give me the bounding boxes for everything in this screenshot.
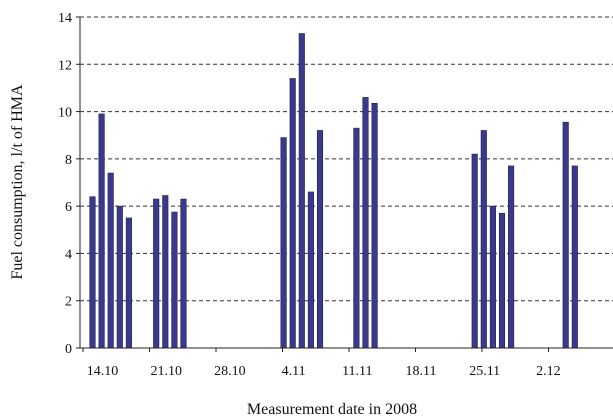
bar-3 [116, 205, 123, 349]
bar-22 [562, 121, 569, 349]
y-tick-label-5: 10 [58, 106, 72, 121]
y-tick-label-0: 0 [65, 342, 72, 357]
bar-12 [307, 191, 314, 349]
bar-19 [489, 205, 496, 349]
y-tick-label-6: 12 [58, 58, 72, 73]
bar-15 [362, 97, 369, 349]
y-tick-label-7: 14 [58, 11, 72, 26]
bar-4 [125, 217, 132, 349]
bar-16 [371, 102, 378, 349]
bar-23 [571, 165, 578, 349]
bar-7 [171, 211, 178, 349]
bar-9 [280, 137, 287, 349]
bar-21 [508, 165, 515, 349]
x-tick-label-2: 28.10 [214, 364, 246, 379]
bar-13 [316, 130, 324, 349]
x-axis-title: Measurement date in 2008 [247, 401, 417, 418]
y-tick-label-3: 6 [65, 200, 72, 215]
gridlines [80, 16, 613, 302]
x-tick-label-6: 25.11 [469, 364, 500, 379]
y-tick-labels: 0 2 4 6 8 10 12 14 [58, 11, 72, 357]
x-tick-label-7: 2.12 [536, 364, 561, 379]
bar-11 [298, 33, 305, 349]
bar-2 [107, 172, 114, 349]
x-tick-label-5: 18.11 [406, 364, 437, 379]
bar-0 [89, 196, 96, 349]
bar-6 [162, 195, 169, 349]
x-tick-labels: 14.10 21.10 28.10 4.11 11.11 18.11 25.11 2.12 [87, 364, 561, 379]
bar-5 [153, 198, 160, 349]
bar-8 [180, 198, 187, 349]
bar-18 [480, 130, 487, 349]
bar-14 [353, 127, 360, 349]
x-tick-label-4: 11.11 [342, 364, 372, 379]
y-axis-title: Fuel consumption, l/t of HMA [9, 84, 26, 280]
bar-10 [289, 78, 296, 349]
bar-20 [498, 212, 506, 349]
y-tick-label-1: 2 [65, 295, 72, 310]
y-tick-label-4: 8 [65, 153, 72, 168]
bar-17 [471, 153, 478, 349]
bar-1 [98, 113, 105, 349]
axes [76, 16, 613, 352]
x-tick-label-0: 14.10 [87, 364, 119, 379]
y-tick-label-2: 4 [65, 247, 72, 262]
x-tick-label-1: 21.10 [150, 364, 182, 379]
x-tick-label-3: 4.11 [282, 364, 306, 379]
